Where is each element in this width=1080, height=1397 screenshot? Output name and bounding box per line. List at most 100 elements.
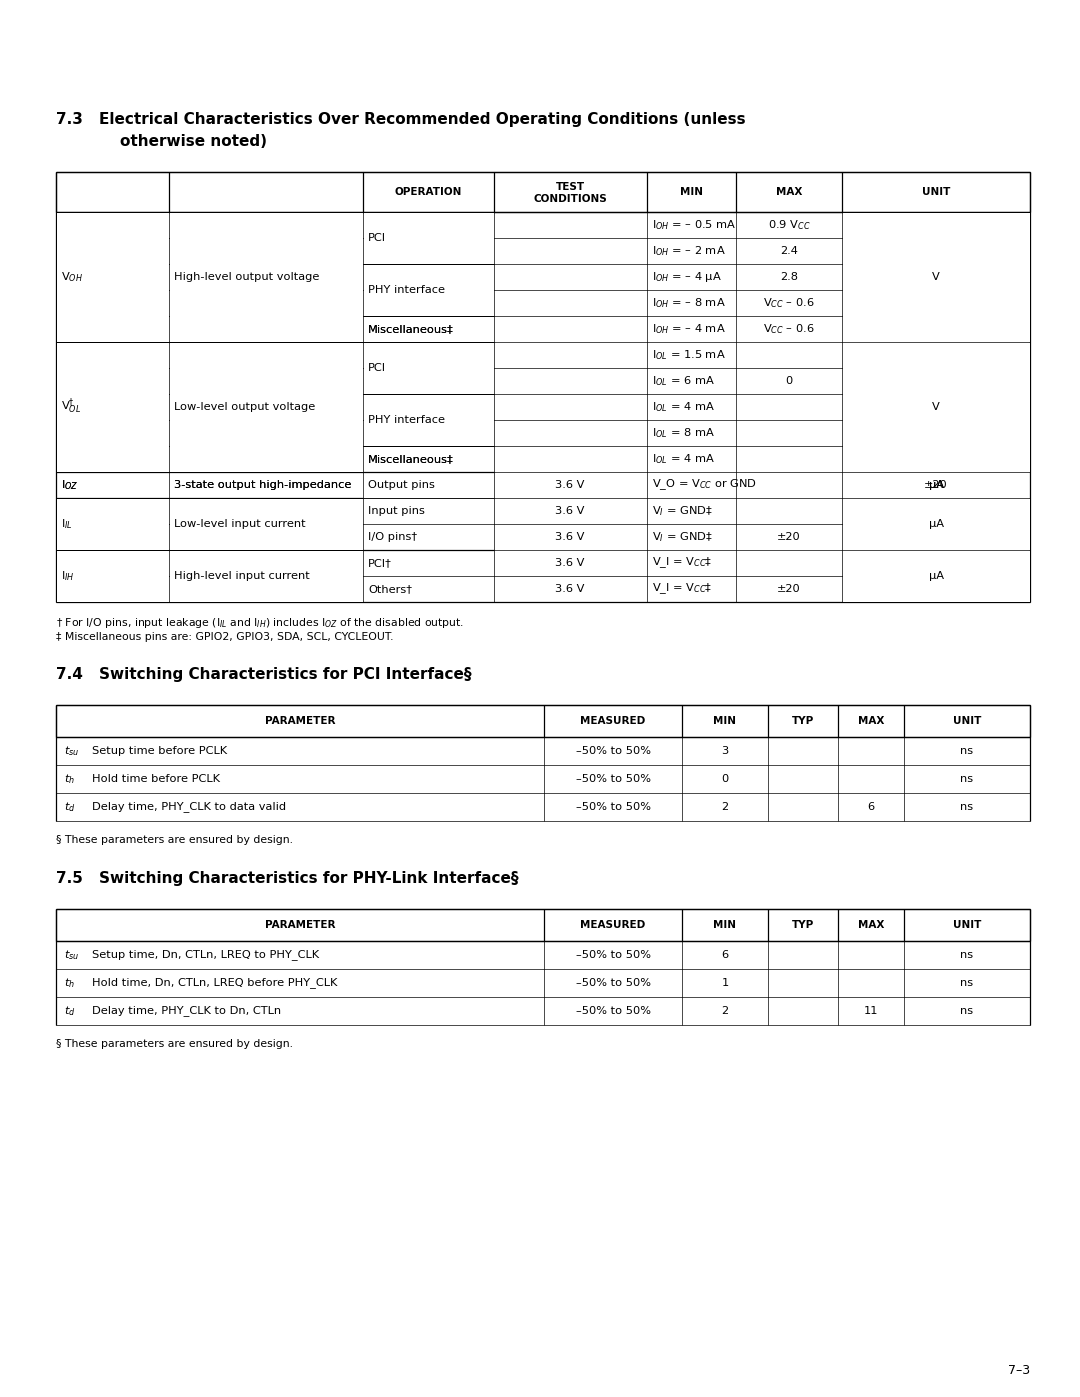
Text: MEASURED: MEASURED <box>580 717 646 726</box>
Text: High-level output voltage: High-level output voltage <box>174 272 320 282</box>
Text: I$_{OH}$ = – 4 mA: I$_{OH}$ = – 4 mA <box>652 323 726 335</box>
Text: 7.4: 7.4 <box>56 666 83 682</box>
Text: 3.6 V: 3.6 V <box>555 481 584 490</box>
Text: 2.4: 2.4 <box>780 246 798 256</box>
Bar <box>170 550 363 602</box>
Text: 3.6 V: 3.6 V <box>555 584 584 594</box>
Text: Low-level output voltage: Low-level output voltage <box>174 351 315 360</box>
Text: I$_{OH}$ = – 0.5 mA: I$_{OH}$ = – 0.5 mA <box>652 218 737 232</box>
Text: PHY interface: PHY interface <box>368 285 445 295</box>
Bar <box>364 264 494 316</box>
Text: CONDITIONS: CONDITIONS <box>534 194 607 204</box>
Text: ±20: ±20 <box>924 481 948 490</box>
Bar <box>170 342 363 472</box>
Text: 3-state output high-impedance: 3-state output high-impedance <box>174 481 351 490</box>
Text: I$_{OH}$ = – 8 mA: I$_{OH}$ = – 8 mA <box>652 296 726 310</box>
Text: MIN: MIN <box>714 717 737 726</box>
Text: TYP: TYP <box>792 717 814 726</box>
Text: μA: μA <box>929 520 944 529</box>
Text: MEASURED: MEASURED <box>580 921 646 930</box>
Text: TEST: TEST <box>556 182 585 191</box>
Text: I$_{OZ}$: I$_{OZ}$ <box>60 478 79 492</box>
Bar <box>842 342 1029 472</box>
Text: Hold time before PCLK: Hold time before PCLK <box>92 774 220 784</box>
Text: MIN: MIN <box>680 187 703 197</box>
Text: V_I = V$_{CC}$‡: V_I = V$_{CC}$‡ <box>652 556 713 570</box>
Text: PCI†: PCI† <box>368 557 392 569</box>
Text: 3.6 V: 3.6 V <box>555 557 584 569</box>
Text: ±20: ±20 <box>924 506 948 515</box>
Text: V$_I$ = GND‡: V$_I$ = GND‡ <box>652 529 713 543</box>
Text: –50% to 50%: –50% to 50% <box>576 746 650 756</box>
Text: ns: ns <box>960 802 973 812</box>
Text: 2: 2 <box>721 1006 729 1016</box>
Text: TYP: TYP <box>792 921 814 930</box>
Text: 0.5: 0.5 <box>927 454 945 464</box>
Bar <box>842 499 1029 549</box>
Text: V$_{OH}$: V$_{OH}$ <box>60 270 83 284</box>
Text: 3.6 V: 3.6 V <box>555 532 584 542</box>
Text: V: V <box>932 402 940 412</box>
Text: I$_{IL}$: I$_{IL}$ <box>60 517 72 531</box>
Text: Miscellaneous‡: Miscellaneous‡ <box>368 324 454 334</box>
Text: μA: μA <box>929 557 944 569</box>
Text: 1: 1 <box>721 978 729 988</box>
Text: † For I/O pins, input leakage (I$_{IL}$ and I$_{IH}$) includes I$_{OZ}$ of the d: † For I/O pins, input leakage (I$_{IL}$ … <box>56 616 464 630</box>
Text: UNIT: UNIT <box>922 187 950 197</box>
Text: V: V <box>932 402 940 412</box>
Bar <box>170 499 363 549</box>
Text: –50% to 50%: –50% to 50% <box>576 1006 650 1016</box>
Text: μA: μA <box>929 481 944 490</box>
Text: MAX: MAX <box>775 187 802 197</box>
Text: 11: 11 <box>864 1006 878 1016</box>
Bar <box>842 212 1029 341</box>
Text: Setup time, Dn, CTLn, LREQ to PHY_CLK: Setup time, Dn, CTLn, LREQ to PHY_CLK <box>92 950 319 961</box>
Text: MIN: MIN <box>714 921 737 930</box>
Bar <box>842 550 1029 602</box>
Text: ns: ns <box>960 746 973 756</box>
Text: otherwise noted): otherwise noted) <box>120 134 267 149</box>
Text: I$_{OL}$ = 4 mA: I$_{OL}$ = 4 mA <box>652 453 715 467</box>
Text: Low-level input current: Low-level input current <box>174 520 306 529</box>
Text: I$_{OL}$ = 8 mA: I$_{OL}$ = 8 mA <box>652 426 715 440</box>
Text: V$_{CC}$ – 0.6: V$_{CC}$ – 0.6 <box>764 296 814 310</box>
Text: 6: 6 <box>721 950 729 960</box>
Text: PARAMETER: PARAMETER <box>265 717 335 726</box>
Text: UNIT: UNIT <box>953 717 982 726</box>
Text: V$_{OH}$: V$_{OH}$ <box>60 218 83 232</box>
Text: Input pins: Input pins <box>368 506 424 515</box>
Text: OPERATION: OPERATION <box>395 187 462 197</box>
Text: t$_h$: t$_h$ <box>64 773 76 787</box>
Text: Others†: Others† <box>368 584 411 594</box>
Text: 2.8: 2.8 <box>780 272 798 282</box>
Text: 3.6 V: 3.6 V <box>555 506 584 515</box>
Text: 7.3: 7.3 <box>56 112 83 127</box>
Text: I$_{IH}$: I$_{IH}$ <box>60 556 75 570</box>
Text: I$_{IL}$: I$_{IL}$ <box>60 504 72 518</box>
Text: Setup time before PCLK: Setup time before PCLK <box>92 746 227 756</box>
Text: 3: 3 <box>721 746 729 756</box>
Text: I$_{OL}$ = 6 mA: I$_{OL}$ = 6 mA <box>652 374 715 388</box>
Text: 0: 0 <box>785 376 793 386</box>
Text: 0.1 V$_{CC}$: 0.1 V$_{CC}$ <box>915 348 957 362</box>
Text: V$_{CC}$ – 0.6: V$_{CC}$ – 0.6 <box>764 323 814 335</box>
Text: –50% to 50%: –50% to 50% <box>576 950 650 960</box>
Text: V$_{OL}^{†}$: V$_{OL}^{†}$ <box>60 345 81 365</box>
Text: I$_{OH}$ = – 2 mA: I$_{OH}$ = – 2 mA <box>652 244 726 258</box>
Text: PCI: PCI <box>368 233 387 243</box>
Text: 0.4: 0.4 <box>927 402 945 412</box>
Bar <box>56 499 168 549</box>
Text: t$_{su}$: t$_{su}$ <box>64 745 80 759</box>
Text: I$_{IH}$: I$_{IH}$ <box>60 569 75 583</box>
Text: Miscellaneous‡: Miscellaneous‡ <box>368 454 454 464</box>
Text: Switching Characteristics for PCI Interface§: Switching Characteristics for PCI Interf… <box>99 666 472 682</box>
Text: V_O = V$_{CC}$ or GND: V_O = V$_{CC}$ or GND <box>652 478 757 492</box>
Bar <box>170 212 363 341</box>
Text: High-level output voltage: High-level output voltage <box>174 219 320 231</box>
Text: 6: 6 <box>867 802 875 812</box>
Text: t$_d$: t$_d$ <box>64 1004 76 1018</box>
Text: –50% to 50%: –50% to 50% <box>576 802 650 812</box>
Text: V: V <box>932 272 940 282</box>
Bar <box>364 212 494 264</box>
Text: I$_{OH}$ = – 4 μA: I$_{OH}$ = – 4 μA <box>652 270 721 284</box>
